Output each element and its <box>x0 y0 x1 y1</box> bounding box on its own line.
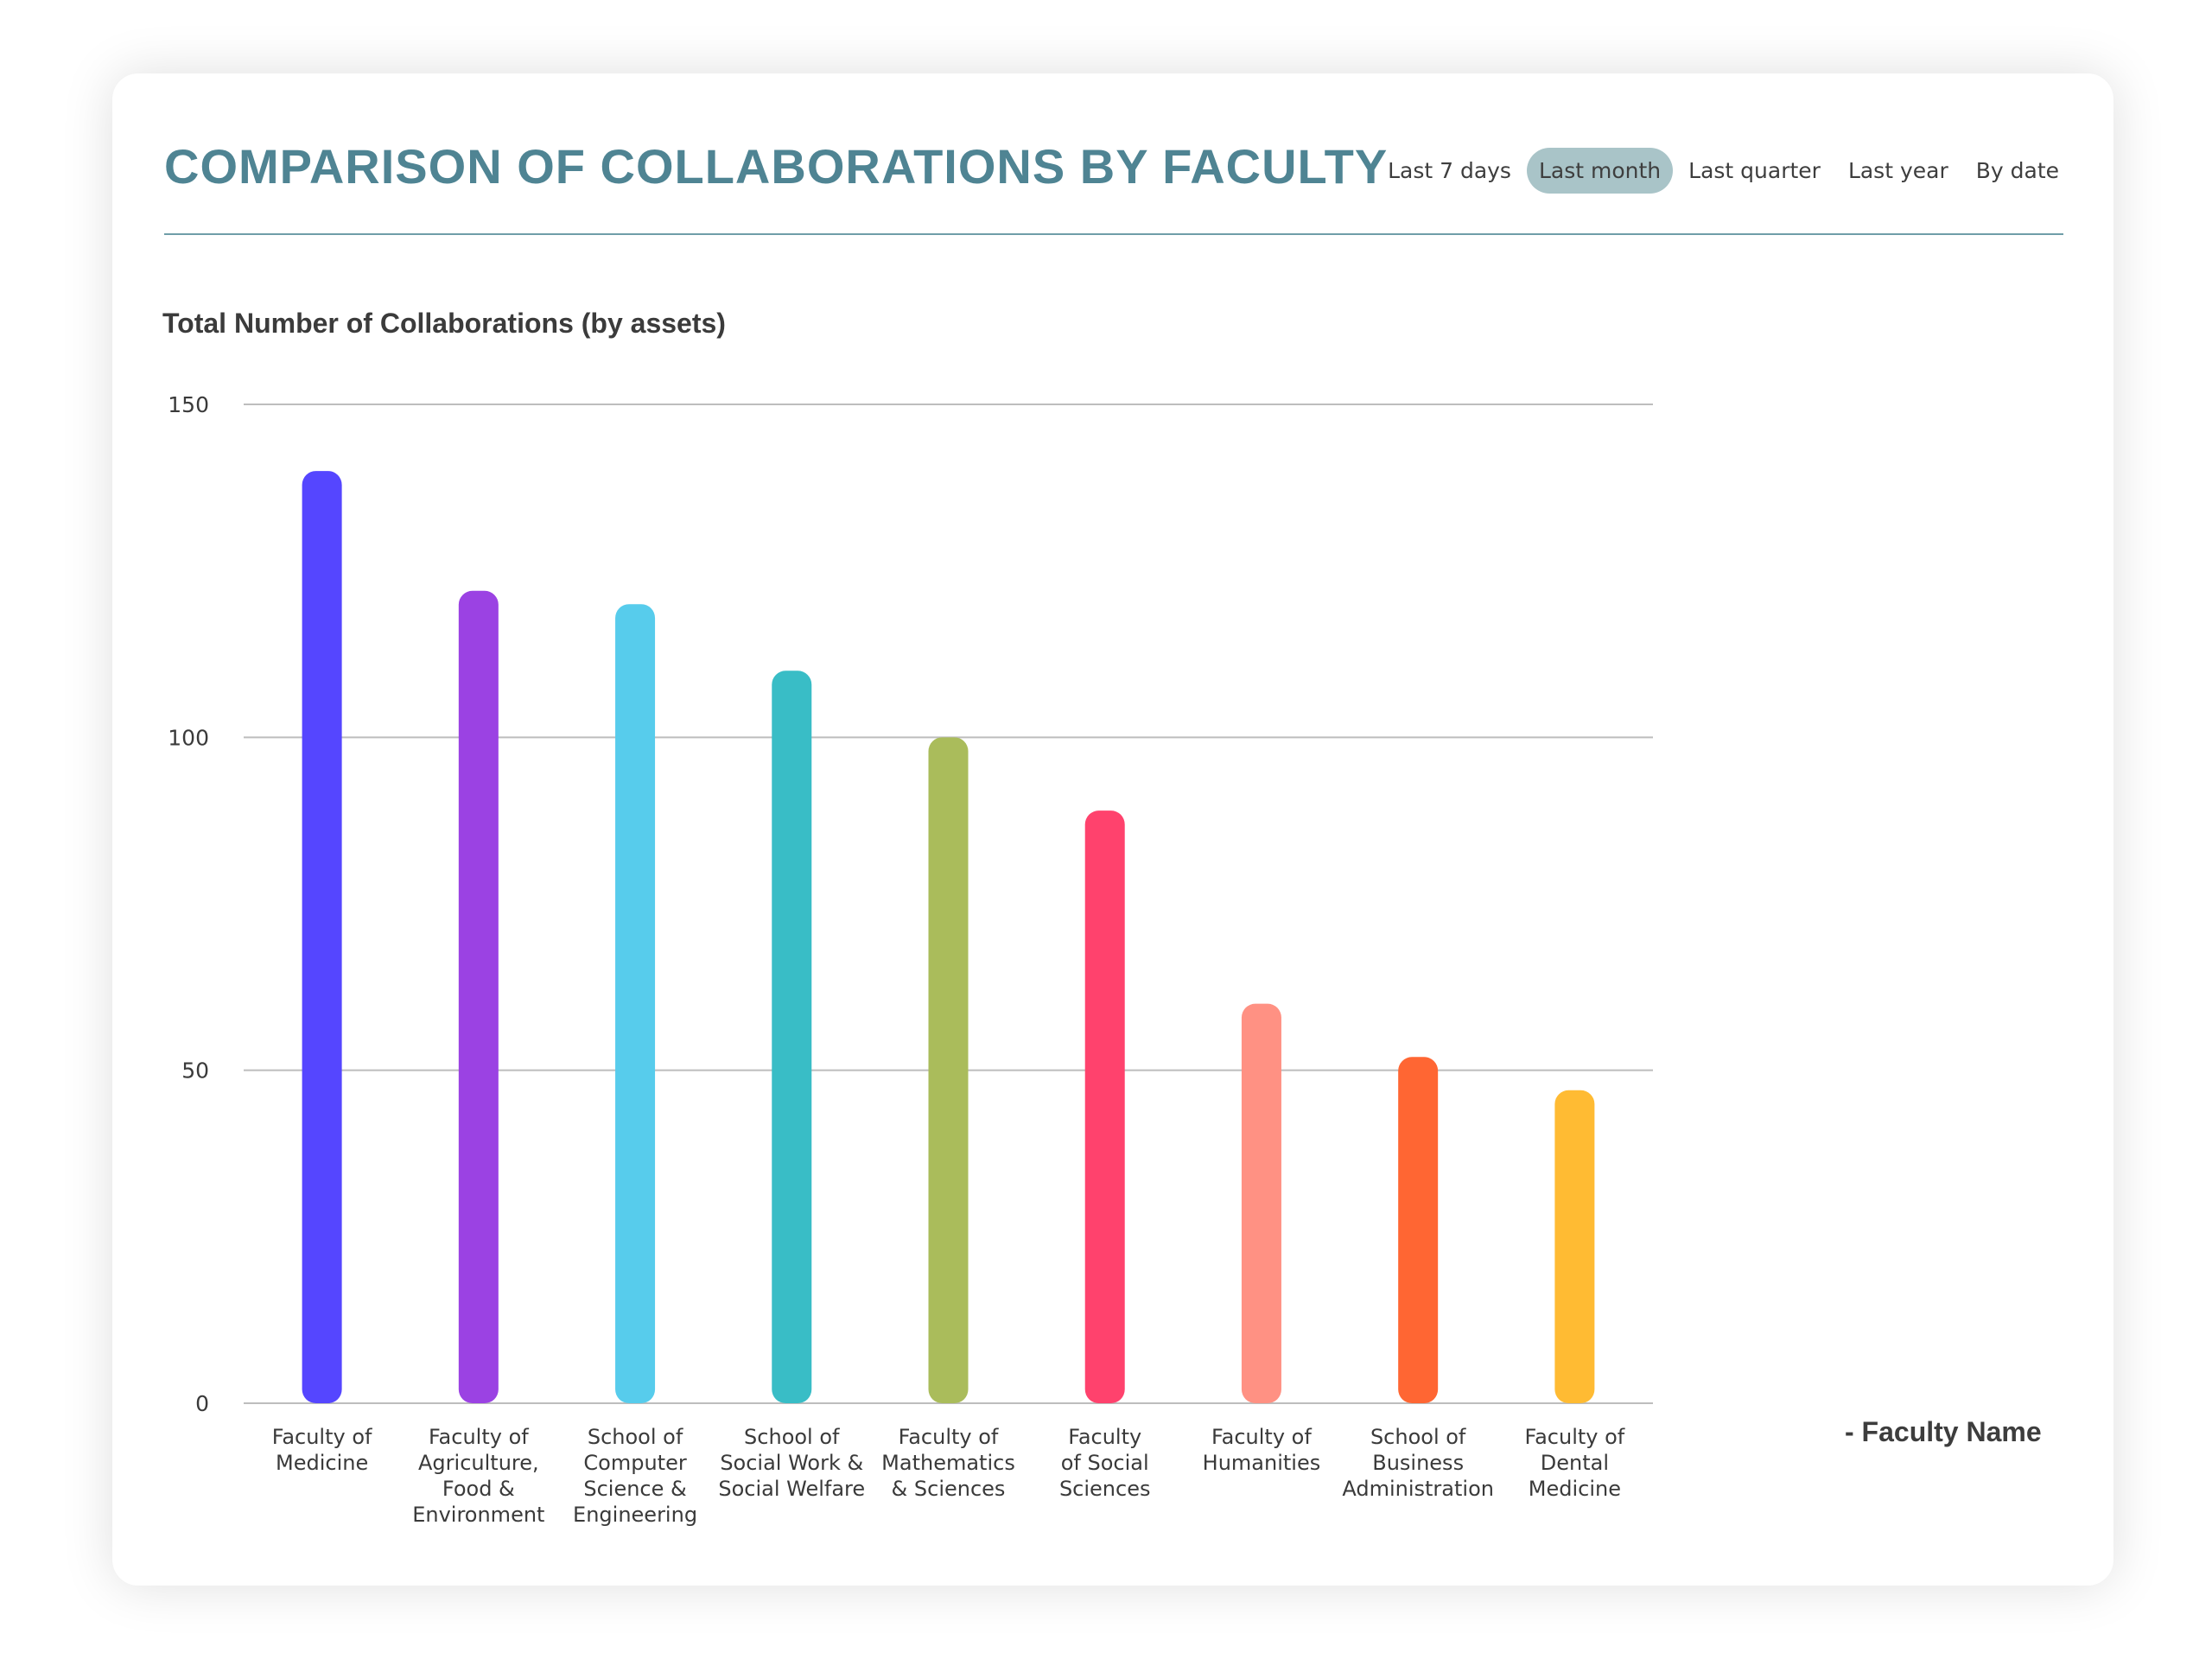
bar[interactable] <box>772 671 812 1403</box>
x-tick-label-line: Humanities <box>1202 1451 1321 1475</box>
x-tick-label: School of Business Administration <box>1332 1424 1504 1502</box>
y-tick-label: 100 <box>168 725 209 750</box>
x-tick-label: Faculty of Dental Medicine <box>1488 1424 1661 1502</box>
x-tick-label-line: Faculty of <box>898 1425 999 1449</box>
x-tick-label-line: Agriculture, <box>418 1451 539 1475</box>
bar[interactable] <box>928 737 969 1403</box>
x-tick-label-line: Social Work & <box>720 1451 864 1475</box>
bar[interactable] <box>302 471 342 1403</box>
x-tick-label-line: Mathematics <box>881 1451 1015 1475</box>
x-tick-label: Faculty of Social Sciences <box>1019 1424 1192 1502</box>
x-tick-label: Faculty of Medicine <box>236 1424 409 1476</box>
tab-last-quarter[interactable]: Last quarter <box>1688 158 1821 183</box>
time-range-tabs: Last 7 days Last month Last quarter Last… <box>1376 148 2071 194</box>
tab-last-year[interactable]: Last year <box>1847 158 1948 183</box>
y-tick-label: 150 <box>168 392 209 417</box>
x-tick-label-line: Medicine <box>276 1451 369 1475</box>
x-tick-label-line: Business <box>1372 1451 1465 1475</box>
x-tick-label: School of Computer Science & Engineering <box>549 1424 721 1528</box>
x-tick-label-line: Environment <box>412 1503 545 1527</box>
x-tick-label-line: Faculty <box>1068 1425 1142 1449</box>
x-tick-label-line: Medicine <box>1528 1477 1621 1501</box>
tab-last-7-days[interactable]: Last 7 days <box>1388 158 1511 183</box>
chart-y-axis-title: Total Number of Collaborations (by asset… <box>162 308 726 339</box>
x-tick-label-line: Science & <box>583 1477 687 1501</box>
x-tick-label-line: Engineering <box>573 1503 698 1527</box>
bar[interactable] <box>1241 1003 1281 1403</box>
y-tick-label: 50 <box>181 1058 209 1084</box>
tab-last-month[interactable]: Last month <box>1526 148 1674 194</box>
tab-by-date[interactable]: By date <box>1975 158 2059 183</box>
bar[interactable] <box>458 590 499 1403</box>
x-tick-label: Faculty of Agriculture, Food & Environment <box>392 1424 565 1528</box>
x-tick-label-line: School of <box>1370 1425 1466 1449</box>
x-tick-label: Faculty of Mathematics & Sciences <box>862 1424 1035 1502</box>
bar[interactable] <box>615 604 656 1403</box>
x-tick-label-line: Faculty of <box>1211 1425 1312 1449</box>
x-tick-label-line: Faculty of <box>1524 1425 1625 1449</box>
bar[interactable] <box>1554 1090 1595 1403</box>
x-tick-label-line: of Social <box>1060 1451 1149 1475</box>
bar[interactable] <box>1084 810 1125 1403</box>
x-tick-label-line: & Sciences <box>891 1477 1006 1501</box>
x-tick-label-line: Administration <box>1342 1477 1494 1501</box>
page-title: COMPARISON OF COLLABORATIONS BY FACULTY <box>164 139 1389 194</box>
legend-label: - Faculty Name <box>1845 1416 2042 1447</box>
x-tick-label-line: Social Welfare <box>718 1477 866 1501</box>
bar[interactable] <box>1398 1057 1439 1403</box>
x-tick-label-line: Faculty of <box>271 1425 372 1449</box>
x-tick-label-line: Food & <box>442 1477 515 1501</box>
y-tick-label: 0 <box>195 1391 209 1416</box>
x-tick-label: Faculty of Humanities <box>1175 1424 1348 1476</box>
x-tick-label-line: School of <box>744 1425 840 1449</box>
x-tick-label-line: Dental <box>1540 1451 1609 1475</box>
header-divider <box>164 233 2063 235</box>
x-tick-label: School of Social Work & Social Welfare <box>705 1424 878 1502</box>
x-tick-label-line: School of <box>587 1425 683 1449</box>
x-tick-label-line: Faculty of <box>428 1425 529 1449</box>
x-tick-label-line: Sciences <box>1058 1477 1151 1501</box>
x-tick-label-line: Computer <box>583 1451 687 1475</box>
